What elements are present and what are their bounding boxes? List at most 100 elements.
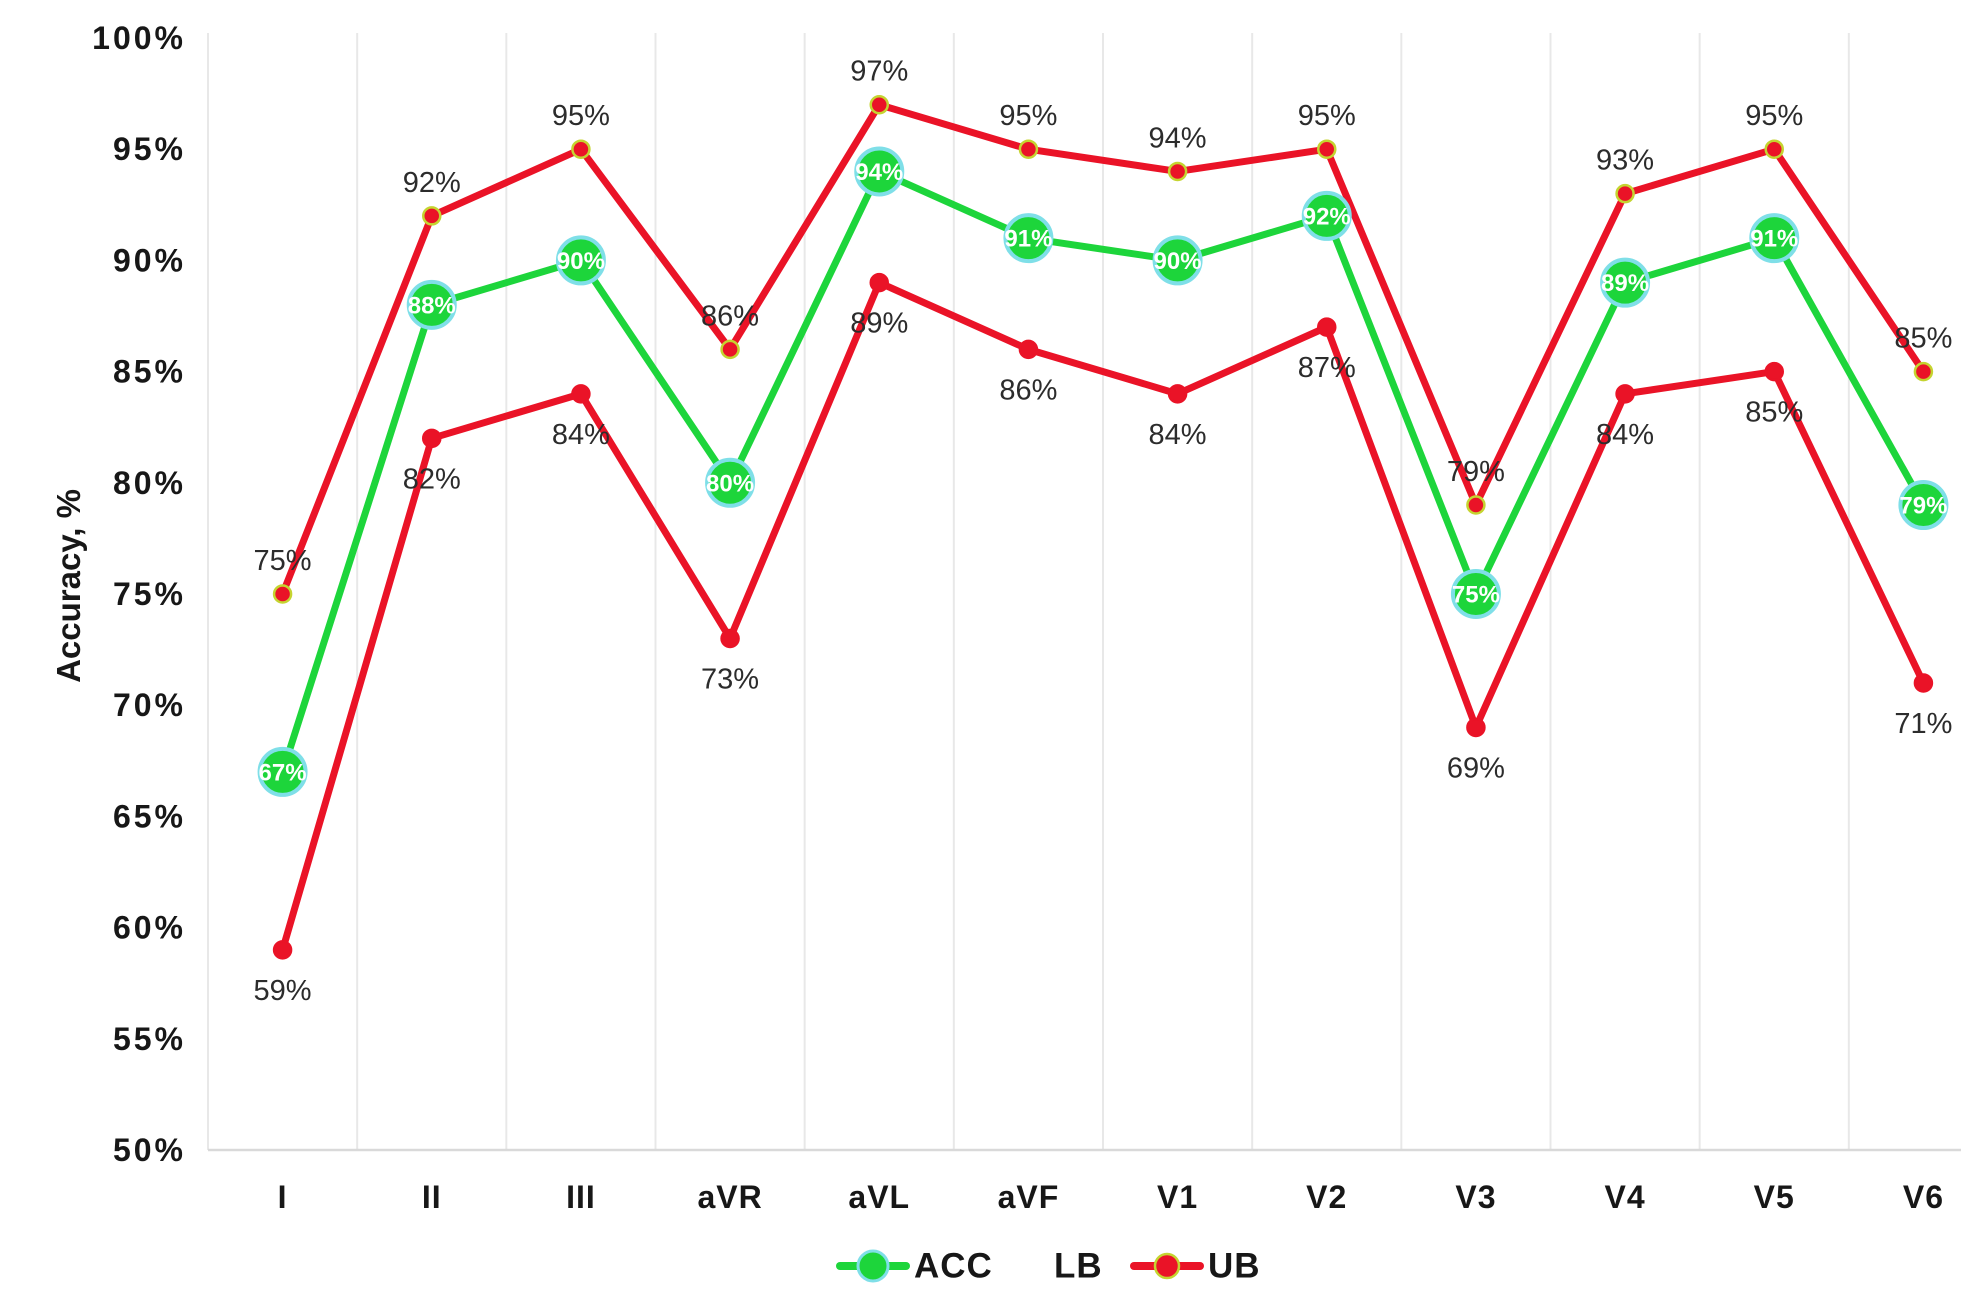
ub-data-label: 79%: [1447, 456, 1505, 488]
ub-data-label: 75%: [254, 545, 312, 577]
acc-data-label: 91%: [1004, 226, 1052, 253]
acc-data-point-marker: [1152, 235, 1203, 286]
legend-label-ub: UB: [1208, 1247, 1261, 1286]
ub-data-label: 85%: [1894, 323, 1952, 355]
acc-data-label: 91%: [1750, 226, 1798, 253]
acc-data-label: 89%: [1601, 270, 1649, 297]
lb-data-label: 87%: [1298, 352, 1356, 384]
y-axis-tick-label: 95%: [113, 131, 186, 167]
acc-data-point-marker: [257, 746, 308, 797]
acc-data-point-marker: [1898, 480, 1949, 531]
acc-data-point-marker: [1600, 257, 1651, 308]
acc-data-label: 92%: [1303, 203, 1351, 230]
ub-data-label: 97%: [850, 56, 908, 88]
x-axis-label: aVR: [697, 1179, 762, 1215]
x-axis-label: V3: [1455, 1179, 1496, 1215]
x-axis-label: V2: [1306, 1179, 1347, 1215]
x-axis-label: I: [278, 1179, 288, 1215]
ub-data-point-marker: [422, 206, 442, 226]
acc-data-label: 90%: [557, 248, 605, 275]
ub-data-point-marker: [1615, 183, 1635, 204]
lb-data-label: 84%: [552, 419, 610, 451]
lb-data-label: 71%: [1894, 708, 1952, 740]
x-axis-label: V5: [1754, 1179, 1795, 1215]
lb-data-point-marker: [272, 940, 293, 960]
acc-data-label: 88%: [408, 292, 456, 319]
y-axis-title: Accuracy, %: [50, 489, 87, 683]
y-axis-tick-label: 65%: [113, 798, 186, 834]
y-axis-tick-label: 85%: [113, 354, 186, 390]
lb-data-label: 59%: [254, 975, 312, 1007]
lb-data-point-marker: [422, 428, 442, 449]
ub-data-point-marker: [1764, 139, 1784, 159]
lb-data-label: 69%: [1447, 752, 1505, 784]
y-axis-tick-label: 60%: [113, 910, 186, 946]
legend-acc-marker-sample: [856, 1249, 890, 1283]
acc-data-point-marker: [1450, 569, 1501, 619]
ub-data-point-marker: [571, 139, 591, 159]
x-axis-label: V6: [1903, 1179, 1944, 1215]
legend-label-lb: LB: [1054, 1247, 1103, 1286]
lb-data-point-marker: [1913, 673, 1934, 693]
y-axis-tick-label: 70%: [113, 687, 186, 723]
acc-data-point-marker: [1749, 213, 1800, 264]
lb-data-label: 84%: [1596, 419, 1654, 451]
lb-data-label: 89%: [850, 308, 908, 340]
lb-data-point-marker: [869, 272, 889, 293]
ub-data-point-marker: [272, 584, 293, 604]
ub-data-label: 86%: [701, 300, 759, 332]
x-axis-label: aVF: [998, 1179, 1060, 1215]
acc-data-point-marker: [705, 457, 756, 508]
lb-data-point-marker: [1466, 717, 1486, 738]
ub-data-label: 95%: [1298, 100, 1356, 132]
lb-data-point-marker: [1615, 384, 1635, 404]
ub-data-point-marker: [720, 339, 740, 360]
ub-series-line: [279, 101, 1927, 598]
lb-data-label: 86%: [999, 374, 1057, 406]
ub-data-point-marker: [1913, 361, 1934, 382]
ub-data-label: 95%: [552, 100, 610, 132]
ub-data-label: 93%: [1596, 145, 1654, 177]
acc-data-label: 67%: [259, 759, 307, 786]
y-axis-tick-label: 50%: [113, 1132, 186, 1168]
y-axis-tick-label: 75%: [113, 576, 186, 612]
accuracy-line-chart: 50% 55% 60% 65% 70% 75% 80% 85% 90% 95% 100% Accura…: [50, 20, 1961, 1286]
acc-data-label: 80%: [706, 470, 754, 497]
acc-data-point-marker: [854, 146, 905, 197]
x-axis-label: V1: [1157, 1179, 1198, 1215]
x-axis-label: III: [566, 1179, 596, 1215]
ub-data-point-marker: [1018, 139, 1039, 159]
lb-data-point-marker: [1018, 339, 1039, 360]
y-axis-tick-label: 100%: [92, 20, 186, 56]
acc-series-line: [279, 167, 1927, 776]
ub-data-label: 95%: [1745, 100, 1803, 132]
x-axis-label: V4: [1605, 1179, 1646, 1215]
lb-data-point-marker: [1167, 384, 1188, 404]
ub-data-label: 92%: [403, 167, 461, 199]
ub-data-label: 95%: [999, 100, 1057, 132]
lb-data-label: 85%: [1745, 397, 1803, 429]
lb-data-point-marker: [571, 384, 591, 404]
acc-data-label: 79%: [1899, 493, 1947, 520]
acc-data-point-marker: [1301, 190, 1352, 241]
y-axis-tick-label: 90%: [113, 242, 186, 278]
lb-data-point-marker: [1764, 361, 1784, 382]
ub-data-point-marker: [1167, 161, 1188, 182]
acc-data-point-marker: [1003, 213, 1054, 264]
lb-data-point-marker: [1317, 317, 1337, 337]
acc-data-label: 75%: [1452, 582, 1500, 609]
lb-data-point-marker: [720, 628, 740, 649]
acc-data-label: 94%: [855, 159, 903, 186]
legend-ub-marker-sample: [1153, 1252, 1181, 1280]
ub-data-point-marker: [1466, 495, 1486, 515]
x-axis-label: II: [422, 1179, 442, 1215]
acc-data-point-marker: [406, 279, 457, 330]
ub-data-point-marker: [869, 94, 889, 115]
acc-data-label: 90%: [1154, 248, 1202, 275]
lb-series-line: [279, 279, 1927, 954]
lb-data-label: 73%: [701, 663, 759, 695]
y-axis-tick-label: 80%: [113, 465, 186, 501]
lb-data-label: 84%: [1149, 419, 1207, 451]
x-axis-label: aVL: [848, 1179, 910, 1215]
ub-data-label: 94%: [1149, 122, 1207, 154]
